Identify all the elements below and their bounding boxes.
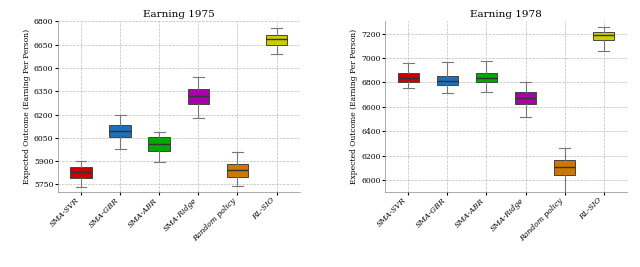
PathPatch shape xyxy=(554,160,575,175)
Title: Earning 1978: Earning 1978 xyxy=(470,10,542,19)
PathPatch shape xyxy=(476,73,497,83)
PathPatch shape xyxy=(436,76,458,85)
Y-axis label: Expected Outcome (Earning Per Person): Expected Outcome (Earning Per Person) xyxy=(23,29,31,184)
PathPatch shape xyxy=(593,32,614,40)
Title: Earning 1975: Earning 1975 xyxy=(143,10,214,19)
PathPatch shape xyxy=(188,89,209,104)
PathPatch shape xyxy=(266,34,287,45)
Y-axis label: Expected Outcome (Earning Per Person): Expected Outcome (Earning Per Person) xyxy=(350,29,358,184)
PathPatch shape xyxy=(515,92,536,104)
PathPatch shape xyxy=(227,164,248,177)
PathPatch shape xyxy=(148,137,170,151)
PathPatch shape xyxy=(70,167,92,178)
PathPatch shape xyxy=(397,73,419,83)
PathPatch shape xyxy=(109,125,131,137)
